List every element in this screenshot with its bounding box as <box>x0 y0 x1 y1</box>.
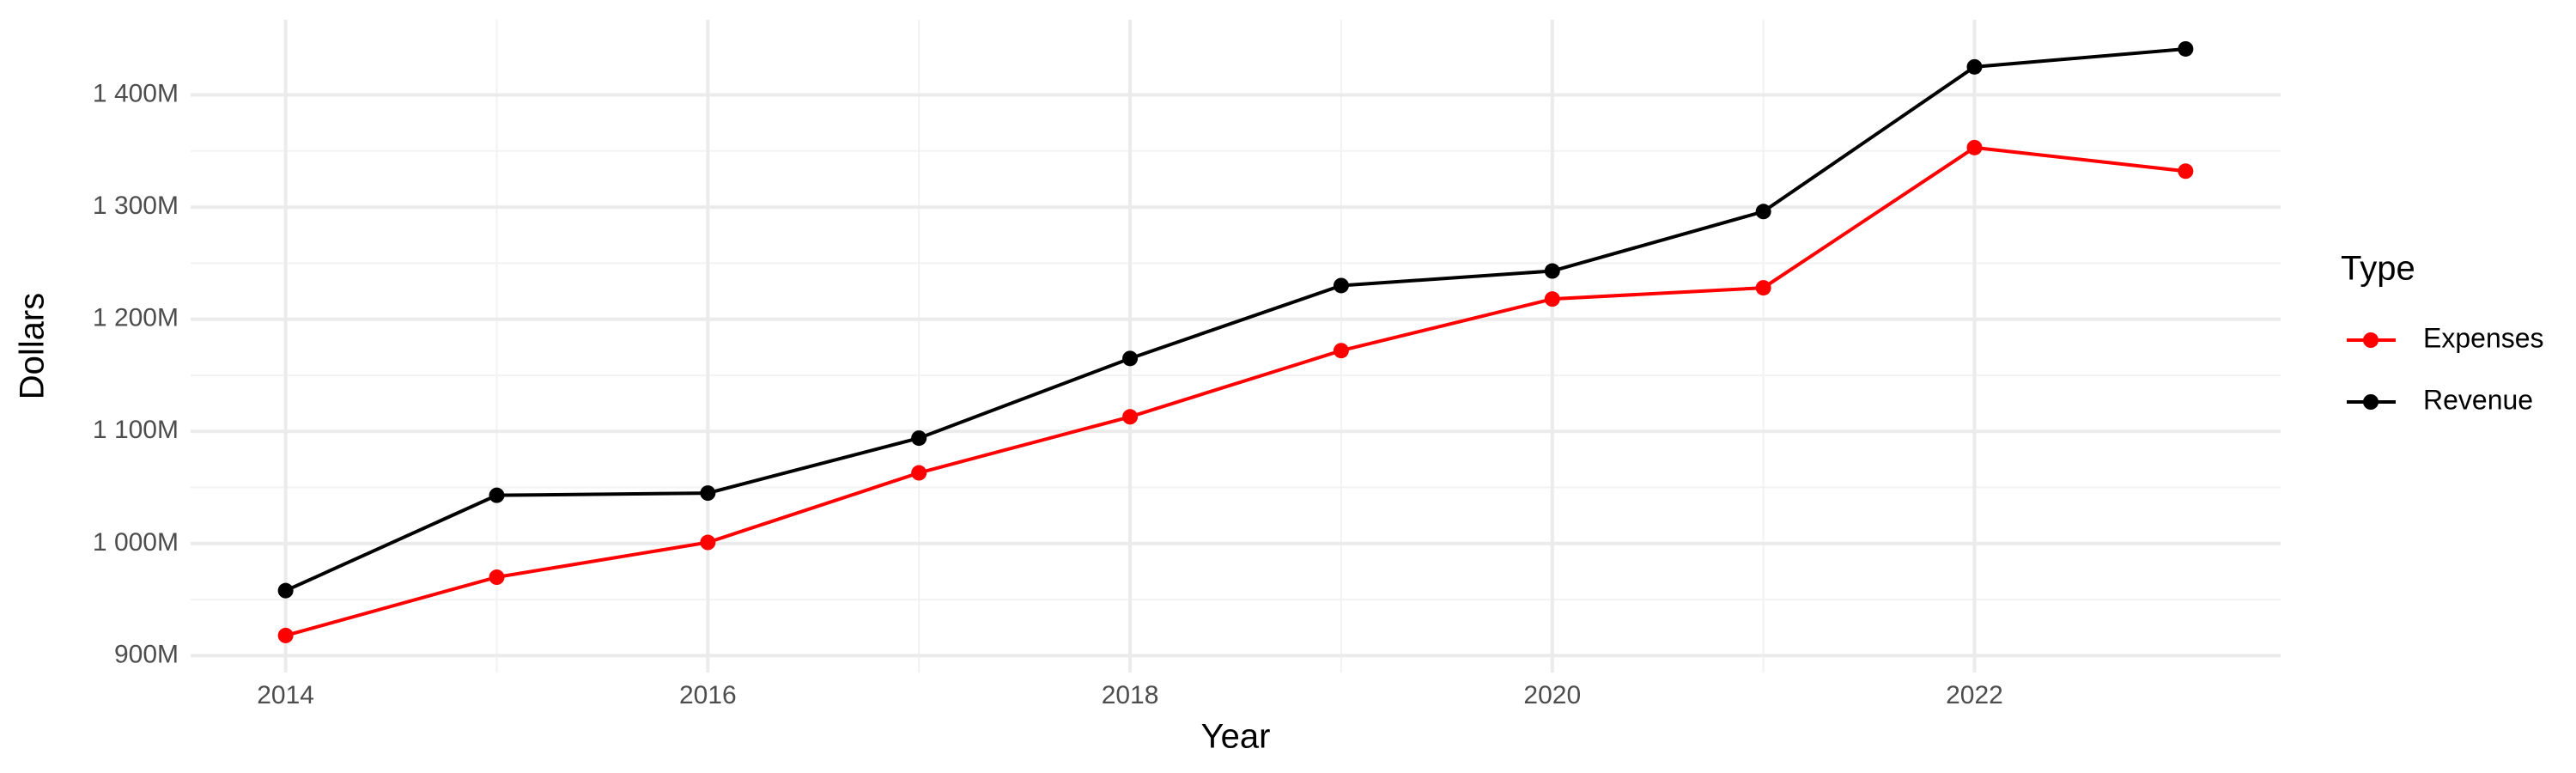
legend-key-point <box>2363 394 2379 410</box>
y-tick-label: 1 100M <box>93 416 179 444</box>
data-point <box>277 582 294 599</box>
data-point <box>911 430 927 447</box>
data-point <box>489 487 505 503</box>
x-tick-label: 2014 <box>257 681 314 709</box>
y-tick-label: 1 000M <box>93 528 179 557</box>
x-tick-label: 2022 <box>1946 681 2003 709</box>
data-point <box>1333 343 1349 359</box>
legend-label: Expenses <box>2423 322 2544 353</box>
y-tick-label: 1 200M <box>93 304 179 332</box>
x-tick-label: 2020 <box>1523 681 1581 709</box>
data-point <box>700 485 716 502</box>
grid <box>191 20 2281 673</box>
data-point <box>1122 409 1139 425</box>
data-point <box>277 627 294 643</box>
data-point <box>489 569 505 586</box>
data-point <box>1755 204 1771 220</box>
y-tick-label: 1 300M <box>93 192 179 220</box>
data-point <box>1966 58 1983 75</box>
x-tick-label: 2018 <box>1102 681 1159 709</box>
data-point <box>1333 277 1349 294</box>
y-tick-label: 900M <box>114 640 179 668</box>
data-point <box>1966 139 1983 155</box>
data-point <box>1544 291 1560 307</box>
series-line <box>285 145 2186 637</box>
legend-title: Type <box>2341 250 2415 288</box>
legend-label: Revenue <box>2423 384 2533 415</box>
y-tick-label: 1 400M <box>93 79 179 107</box>
data-point <box>911 465 927 481</box>
data-point <box>2178 40 2194 57</box>
x-axis-title: Year <box>1201 718 1271 756</box>
y-axis-title: Dollars <box>14 293 52 399</box>
data-point <box>700 534 716 551</box>
x-tick-label: 2016 <box>679 681 737 709</box>
data-point <box>2178 163 2194 180</box>
legend-key-point <box>2363 332 2379 348</box>
data-point <box>1544 263 1560 279</box>
data-point <box>1122 350 1139 367</box>
data-point <box>1755 280 1771 296</box>
series-line <box>284 46 2186 593</box>
